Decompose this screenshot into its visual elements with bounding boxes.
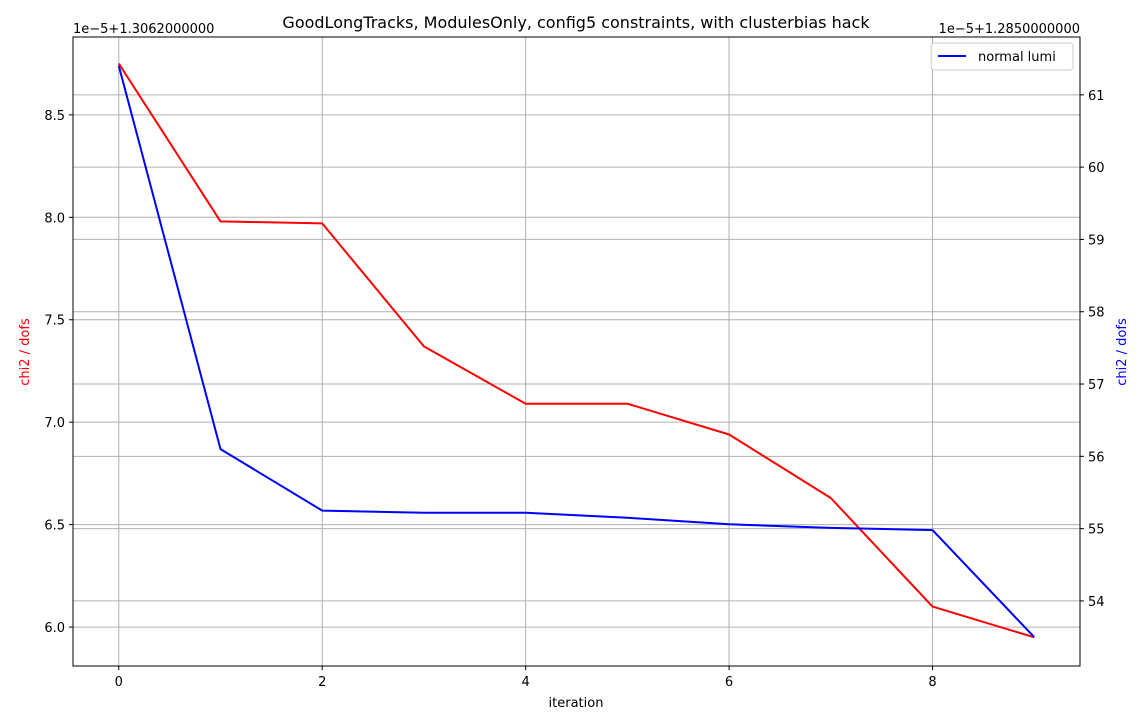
y-right-tick-label: 56 <box>1088 450 1105 465</box>
y-left-tick-label: 6.5 <box>44 519 65 534</box>
y-left-tick-label: 8.0 <box>44 211 65 226</box>
y-right-tick-label: 57 <box>1088 378 1105 393</box>
y-left-tick-label: 7.5 <box>44 314 65 329</box>
y-axis-left: 6.0 6.5 7.0 7.5 8.0 8.5 <box>44 109 73 636</box>
x-tick-label: 0 <box>115 675 123 690</box>
x-tick-label: 4 <box>522 675 530 690</box>
y-axis-right: 54 55 56 57 58 59 60 61 <box>1080 89 1105 610</box>
chart-title: GoodLongTracks, ModulesOnly, config5 con… <box>282 13 870 32</box>
y-right-tick-label: 60 <box>1088 161 1105 176</box>
y-right-tick-label: 58 <box>1088 306 1105 321</box>
legend: normal lumi <box>930 42 1074 71</box>
legend-box <box>930 42 1074 71</box>
y-right-tick-label: 55 <box>1088 523 1105 538</box>
x-axis: 0 2 4 6 8 <box>115 666 937 690</box>
x-axis-label: iteration <box>549 696 604 711</box>
y-right-tick-label: 61 <box>1088 89 1105 104</box>
plot-frame <box>72 36 1081 667</box>
y-left-axis-label: chi2 / dofs <box>18 318 33 386</box>
grid-layer <box>73 37 1080 666</box>
y-left-tick-label: 6.0 <box>44 621 65 636</box>
y-right-offset-text: 1e−5+1.2850000000 <box>939 22 1080 37</box>
y-right-axis-label: chi2 / dofs <box>1115 318 1130 386</box>
series-layer <box>117 63 1035 639</box>
x-tick-label: 2 <box>318 675 326 690</box>
x-tick-label: 8 <box>928 675 936 690</box>
y-left-offset-text: 1e−5+1.3062000000 <box>73 22 214 37</box>
y-left-tick-label: 8.5 <box>44 109 65 124</box>
series-line-axis-left <box>117 63 1035 639</box>
x-tick-label: 6 <box>725 675 733 690</box>
y-right-tick-label: 54 <box>1088 595 1105 610</box>
y-right-tick-label: 59 <box>1088 233 1105 248</box>
y-left-tick-label: 7.0 <box>44 416 65 431</box>
legend-label-normal-lumi: normal lumi <box>978 50 1056 65</box>
series-line-normal-lumi <box>117 65 1035 638</box>
